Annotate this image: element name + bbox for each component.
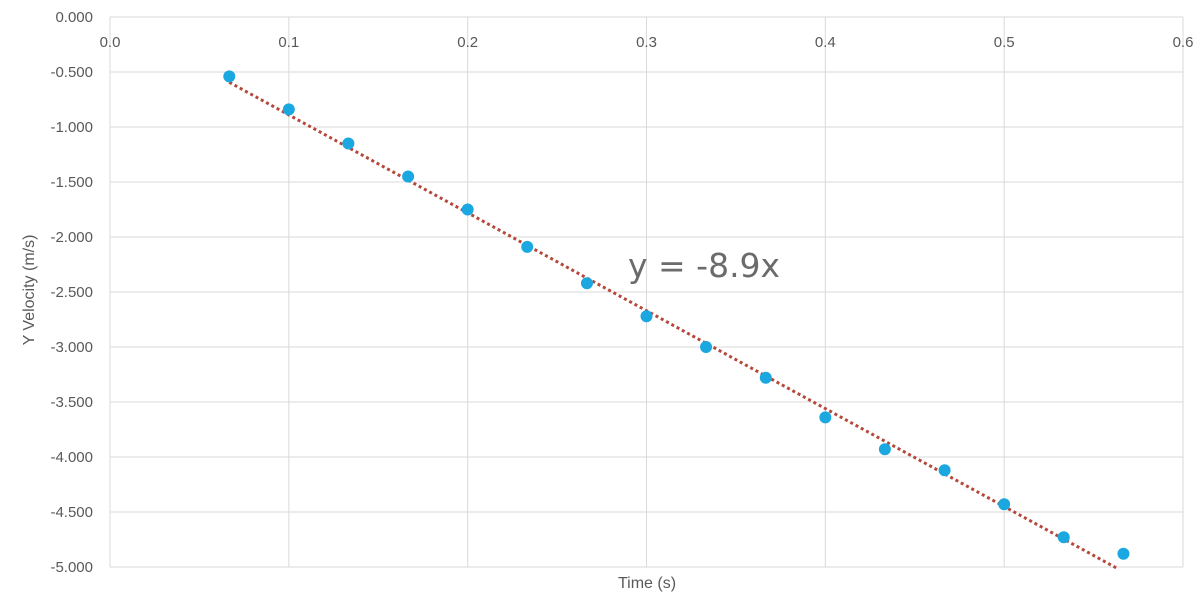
x-axis-title: Time (s) xyxy=(618,575,676,592)
trendline-equation: y = -8.9x xyxy=(628,246,780,285)
y-tick-label: 0.000 xyxy=(55,9,93,26)
data-point xyxy=(998,498,1011,511)
data-point xyxy=(342,137,355,150)
y-tick-label: -2.500 xyxy=(50,284,93,301)
data-point xyxy=(700,341,713,353)
data-point xyxy=(1117,547,1130,560)
data-point xyxy=(282,103,295,116)
horizontal-gridlines xyxy=(110,16,1183,568)
data-points xyxy=(223,70,1130,560)
x-tick-label: 0.2 xyxy=(457,34,478,51)
data-point xyxy=(402,170,415,183)
x-tick-labels: 0.0 0.1 0.2 0.3 0.4 0.5 0.6 xyxy=(100,34,1194,51)
y-tick-labels: 0.000 -0.500 -1.000 -1.500 -2.000 -2.500 -3.00… xyxy=(50,9,93,576)
y-tick-label: -1.500 xyxy=(50,174,93,191)
trendline xyxy=(228,80,1118,570)
data-point xyxy=(223,70,236,83)
y-tick-label: -3.500 xyxy=(50,394,93,411)
y-tick-label: -0.500 xyxy=(50,64,93,81)
y-tick-label: -4.000 xyxy=(50,449,93,466)
data-point xyxy=(521,240,534,253)
x-tick-label: 0.0 xyxy=(100,34,121,51)
data-point xyxy=(759,371,772,384)
y-tick-label: -3.000 xyxy=(50,339,93,356)
y-tick-label: -4.500 xyxy=(50,504,93,521)
trendline-group xyxy=(228,80,1118,570)
y-tick-label: -5.000 xyxy=(50,559,93,576)
data-point xyxy=(640,310,653,323)
data-point xyxy=(1057,531,1070,544)
data-point xyxy=(938,464,951,477)
x-tick-label: 0.3 xyxy=(636,34,657,51)
data-point xyxy=(580,277,593,290)
y-tick-label: -2.000 xyxy=(50,229,93,246)
data-point xyxy=(461,203,474,216)
x-tick-label: 0.6 xyxy=(1173,34,1194,51)
data-point xyxy=(878,443,891,456)
y-tick-label: -1.000 xyxy=(50,119,93,136)
x-tick-label: 0.1 xyxy=(278,34,299,51)
y-axis-title: Y Velocity (m/s) xyxy=(21,235,38,346)
x-tick-label: 0.4 xyxy=(815,34,836,51)
data-point xyxy=(819,411,832,424)
x-tick-label: 0.5 xyxy=(994,34,1015,51)
